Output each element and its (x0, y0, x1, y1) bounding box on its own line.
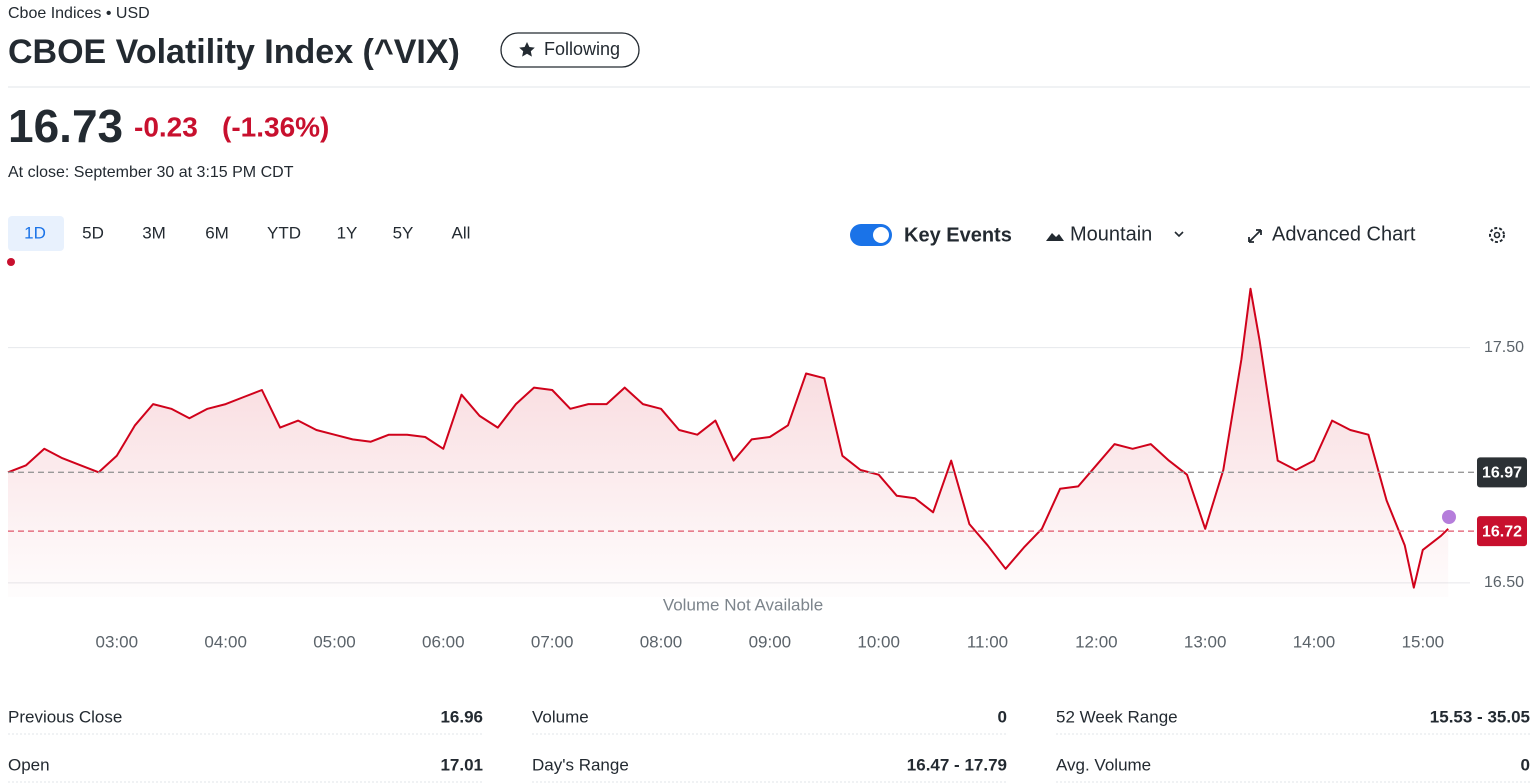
gear-outer (1489, 227, 1505, 243)
x-tick-label: 15:00 (1402, 632, 1445, 651)
x-tick-label: 05:00 (313, 632, 356, 651)
breadcrumb: Cboe Indices • USD (8, 5, 150, 22)
advanced-chart-label: Advanced Chart (1272, 223, 1416, 245)
x-tick-label: 13:00 (1184, 632, 1227, 651)
page-title: CBOE Volatility Index (^VIX) (8, 33, 460, 71)
y-tick-label: 16.50 (1484, 574, 1524, 591)
active-range-bg (8, 216, 64, 251)
stat-label: Previous Close (8, 707, 122, 726)
mountain-icon (1046, 233, 1064, 241)
chart-style-menu[interactable]: Mountain (1046, 223, 1184, 245)
y-tick-label: 17.50 (1484, 339, 1524, 356)
key-event-marker[interactable] (1442, 510, 1456, 524)
chart-style-label: Mountain (1070, 223, 1152, 245)
range-tab[interactable]: 1D (24, 223, 46, 242)
key-events-label: Key Events (904, 224, 1012, 246)
x-tick-label: 08:00 (640, 632, 683, 651)
settings-button[interactable] (1489, 227, 1505, 243)
follow-button-label: Following (544, 39, 620, 59)
reference-label: 16.97 (1482, 465, 1522, 482)
stat-label: Open (8, 755, 50, 774)
chart: 17.50 16.50 03:00 04:00 05:00 06:00 07:00 08:00… (7, 287, 1527, 651)
toggle-knob (873, 227, 889, 243)
range-tab[interactable]: 3M (142, 223, 166, 242)
reference-label-box (1477, 516, 1527, 547)
range-tab[interactable]: 1Y (337, 223, 358, 242)
gear-inner (1493, 231, 1501, 239)
stat-label: Avg. Volume (1056, 755, 1151, 774)
chevron-icon (1174, 231, 1184, 238)
area (8, 288, 1449, 597)
key-event-dot (7, 258, 15, 266)
close-time: At close: September 30 at 3:15 PM CDT (8, 164, 294, 181)
reference-label-box (1477, 457, 1527, 488)
volume-note: Volume Not Available (663, 595, 823, 614)
x-tick-label: 04:00 (204, 632, 247, 651)
stat-label: Day's Range (532, 755, 629, 774)
expand-icon (1248, 229, 1262, 243)
follow-button-border (500, 32, 640, 68)
stat-value: 16.47 - 17.79 (907, 755, 1007, 774)
x-tick-label: 11:00 (967, 632, 1008, 651)
stat-value: 15.53 - 35.05 (1430, 707, 1530, 726)
range-tab[interactable]: 6M (205, 223, 229, 242)
price: 16.73 (8, 100, 123, 152)
follow-button[interactable]: Following (500, 32, 640, 68)
reference-label: 16.72 (1482, 523, 1522, 540)
advanced-chart-link[interactable]: Advanced Chart (1248, 223, 1416, 245)
x-tick-label: 03:00 (96, 632, 139, 651)
x-tick-label: 07:00 (531, 632, 574, 651)
stat-value: 0 (1521, 755, 1530, 774)
price-change: -0.23 (134, 111, 198, 142)
stat-value: 17.01 (440, 755, 483, 774)
price-line (7, 287, 1449, 589)
x-tick-label: 06:00 (422, 632, 465, 651)
price-change-percent: (-1.36%) (222, 111, 329, 142)
x-tick-label: 12:00 (1075, 632, 1118, 651)
x-tick-label: 10:00 (857, 632, 900, 651)
stat-label: Volume (532, 707, 589, 726)
range-tab[interactable]: 5D (82, 223, 104, 242)
x-tick-label: 14:00 (1293, 632, 1336, 651)
key-events-toggle[interactable]: Key Events (850, 224, 1012, 246)
stat-value: 16.96 (440, 707, 483, 726)
x-tick-label: 09:00 (749, 632, 792, 651)
range-tab[interactable]: YTD (267, 223, 301, 242)
range-tab[interactable]: All (452, 223, 471, 242)
range-tab[interactable]: 5Y (393, 223, 414, 242)
stats-table: Previous Close 16.96 Volume 0 52 Week Range 1… (8, 707, 1530, 783)
star-icon (519, 42, 535, 57)
stat-value: 0 (998, 707, 1007, 726)
stat-label: 52 Week Range (1056, 707, 1178, 726)
